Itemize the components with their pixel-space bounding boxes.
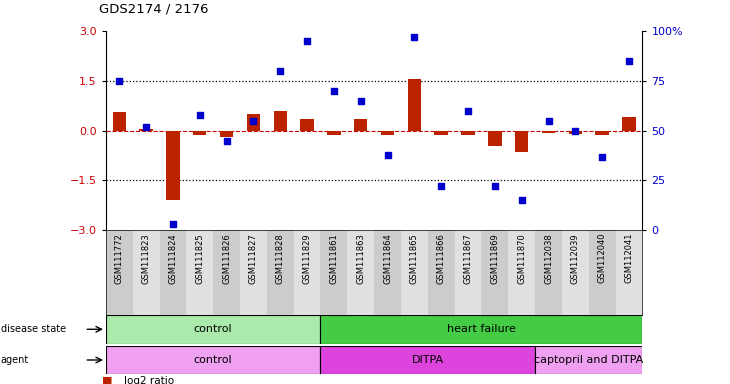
Bar xyxy=(133,230,159,315)
Text: GSM111863: GSM111863 xyxy=(356,233,365,284)
Text: GSM111869: GSM111869 xyxy=(491,233,499,284)
Text: ■: ■ xyxy=(102,376,112,384)
Text: captopril and DITPA: captopril and DITPA xyxy=(534,355,643,365)
Text: GSM111870: GSM111870 xyxy=(517,233,526,284)
Text: GSM111827: GSM111827 xyxy=(249,233,258,284)
Bar xyxy=(186,230,213,315)
Text: control: control xyxy=(194,324,232,334)
Text: GSM111825: GSM111825 xyxy=(195,233,204,283)
Point xyxy=(247,118,259,124)
Point xyxy=(623,58,635,64)
Text: GDS2174 / 2176: GDS2174 / 2176 xyxy=(99,2,208,15)
Text: GSM111867: GSM111867 xyxy=(464,233,472,284)
Point xyxy=(489,184,501,190)
Text: agent: agent xyxy=(1,355,29,365)
Bar xyxy=(112,112,126,131)
Bar xyxy=(407,79,421,131)
Text: DITPA: DITPA xyxy=(412,355,444,365)
Bar xyxy=(615,230,642,315)
Point xyxy=(435,184,447,190)
Bar xyxy=(300,119,314,131)
Bar xyxy=(596,131,609,134)
Bar xyxy=(159,230,186,315)
Text: GSM112039: GSM112039 xyxy=(571,233,580,283)
Bar xyxy=(166,131,180,200)
Bar xyxy=(220,131,234,137)
Point xyxy=(542,118,554,124)
Text: heart failure: heart failure xyxy=(447,324,516,334)
Point xyxy=(140,124,152,130)
Bar xyxy=(106,230,133,315)
Text: GSM111824: GSM111824 xyxy=(169,233,177,283)
Bar xyxy=(274,111,287,131)
Text: GSM111866: GSM111866 xyxy=(437,233,446,284)
Bar xyxy=(542,131,556,133)
Bar xyxy=(428,230,455,315)
Point xyxy=(328,88,339,94)
Bar xyxy=(482,230,508,315)
Bar xyxy=(562,230,588,315)
Point xyxy=(301,38,313,44)
Bar xyxy=(455,230,482,315)
Text: GSM111865: GSM111865 xyxy=(410,233,419,284)
Bar xyxy=(488,131,502,146)
Bar xyxy=(106,346,320,374)
Bar xyxy=(213,230,240,315)
Text: GSM111828: GSM111828 xyxy=(276,233,285,284)
Bar xyxy=(622,117,636,131)
Point xyxy=(113,78,125,84)
Point xyxy=(462,108,474,114)
Bar xyxy=(515,131,529,152)
Bar xyxy=(374,230,401,315)
Point xyxy=(355,98,366,104)
Bar xyxy=(588,230,615,315)
Text: GSM111861: GSM111861 xyxy=(329,233,339,284)
Bar xyxy=(535,346,642,374)
Text: disease state: disease state xyxy=(1,324,66,334)
Bar xyxy=(106,315,320,344)
Bar xyxy=(320,230,347,315)
Bar xyxy=(461,131,474,134)
Text: GSM111829: GSM111829 xyxy=(302,233,312,283)
Text: GSM112041: GSM112041 xyxy=(624,233,634,283)
Bar xyxy=(569,131,582,134)
Point xyxy=(569,127,581,134)
Bar xyxy=(139,129,153,131)
Bar xyxy=(535,230,562,315)
Text: GSM111864: GSM111864 xyxy=(383,233,392,284)
Bar xyxy=(267,230,293,315)
Text: GSM111772: GSM111772 xyxy=(115,233,124,284)
Point xyxy=(194,111,206,118)
Point xyxy=(274,68,286,74)
Bar xyxy=(193,131,207,134)
Bar xyxy=(434,131,448,134)
Bar xyxy=(320,346,535,374)
Bar xyxy=(320,315,642,344)
Bar xyxy=(354,119,367,131)
Point xyxy=(167,221,179,227)
Text: GSM111826: GSM111826 xyxy=(222,233,231,284)
Bar xyxy=(347,230,374,315)
Point xyxy=(409,34,420,40)
Bar xyxy=(293,230,320,315)
Bar xyxy=(240,230,267,315)
Text: GSM112038: GSM112038 xyxy=(544,233,553,284)
Text: log2 ratio: log2 ratio xyxy=(124,376,174,384)
Bar xyxy=(327,131,341,134)
Bar xyxy=(508,230,535,315)
Bar xyxy=(247,114,260,131)
Bar xyxy=(401,230,428,315)
Point xyxy=(596,154,608,160)
Bar xyxy=(381,131,394,134)
Point xyxy=(516,197,528,204)
Point xyxy=(382,151,393,157)
Point xyxy=(220,137,232,144)
Text: control: control xyxy=(194,355,232,365)
Text: GSM111823: GSM111823 xyxy=(142,233,150,284)
Text: GSM112040: GSM112040 xyxy=(598,233,607,283)
